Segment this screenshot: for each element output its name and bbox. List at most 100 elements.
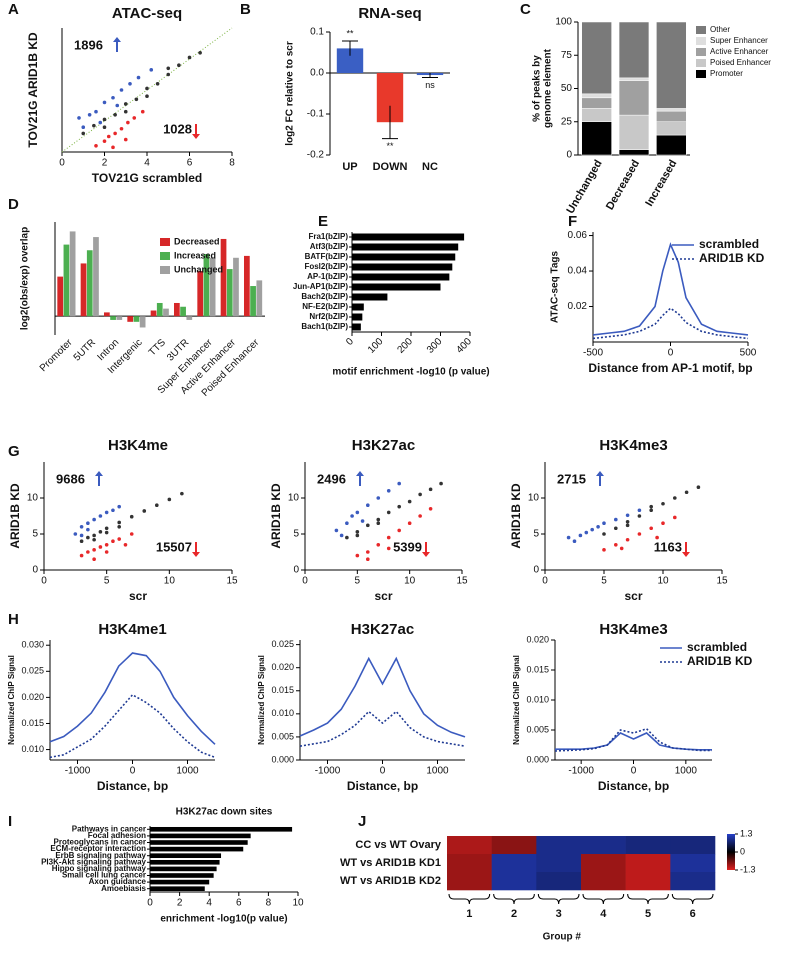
x-axis-label: Distance from AP-1 motif, bp xyxy=(588,361,752,375)
y-tick-label: Bach1(bZIP) xyxy=(301,322,348,331)
point xyxy=(428,487,433,492)
point xyxy=(102,117,107,122)
bar-segment xyxy=(618,80,650,116)
line xyxy=(554,727,712,752)
point xyxy=(98,514,103,518)
point xyxy=(86,535,90,540)
bar xyxy=(186,316,193,320)
point xyxy=(619,546,624,551)
bar xyxy=(150,866,217,872)
y-tick-label: 5 xyxy=(533,529,539,540)
chart-title: H3K4me1 xyxy=(98,621,166,638)
point xyxy=(134,97,139,102)
bar xyxy=(180,306,186,317)
x-tick-label: 10 xyxy=(164,576,176,587)
x-tick-label: 15 xyxy=(716,576,728,587)
legend-swatch xyxy=(696,37,706,45)
y-tick-label: -0.2 xyxy=(307,150,325,161)
point xyxy=(145,86,149,91)
bar xyxy=(80,263,87,317)
group-brace xyxy=(537,893,580,905)
y-tick-label: 10 xyxy=(528,493,540,504)
legend-swatch xyxy=(160,238,170,246)
legend-label: Promoter xyxy=(710,69,743,78)
y-tick-label: Jun-AP1(bZIP) xyxy=(293,282,348,291)
bar xyxy=(150,833,251,839)
point xyxy=(79,533,84,538)
line xyxy=(299,656,466,738)
x-tick-label: 8 xyxy=(229,158,235,169)
y-tick-label: 0 xyxy=(32,565,38,576)
point xyxy=(180,491,184,496)
point xyxy=(360,519,365,523)
point xyxy=(625,519,630,524)
y-tick-label: 75 xyxy=(561,50,573,61)
y-axis-label: ARID1B KD xyxy=(8,483,22,549)
x-tick-label: 0 xyxy=(344,336,356,348)
chart-title: H3K27ac down sites xyxy=(176,807,273,818)
point xyxy=(126,120,130,125)
up-arrow xyxy=(356,471,364,486)
heat-cell xyxy=(581,854,626,873)
x-axis-label: Group # xyxy=(543,932,582,943)
heat-cell xyxy=(447,854,492,873)
y-tick-label: 50 xyxy=(561,83,573,94)
point xyxy=(673,496,677,500)
y-tick-label: 0.000 xyxy=(271,754,294,764)
y-tick-label: 0.025 xyxy=(271,639,294,649)
point xyxy=(123,543,128,547)
heat-cell xyxy=(625,836,671,855)
y-tick-label: 0.020 xyxy=(21,692,44,702)
point xyxy=(198,51,202,55)
point xyxy=(79,525,84,529)
bar xyxy=(256,280,263,317)
panel-11: H3K4me3 Distance, bp Normalized ChIP Signa… xyxy=(512,621,753,793)
point xyxy=(684,490,689,495)
bar-segment xyxy=(581,108,612,122)
y-tick-label: 0.020 xyxy=(271,662,294,672)
bar xyxy=(244,255,250,317)
bar xyxy=(110,316,116,320)
point xyxy=(187,55,192,60)
y-axis-label: TOV21G ARID1B KD xyxy=(26,32,40,148)
point xyxy=(637,508,642,513)
y-tick-label: 0 xyxy=(293,565,299,576)
heat-cell xyxy=(625,872,671,891)
point xyxy=(104,510,109,515)
down-arrow xyxy=(192,542,200,557)
y-axis-label: log2(obs/exp) overlap xyxy=(20,227,31,330)
bar xyxy=(139,316,146,328)
point xyxy=(86,521,90,525)
x-tick-label: 0 xyxy=(668,348,674,359)
point xyxy=(117,520,121,525)
y-tick-label: Pathways in cancer xyxy=(72,824,146,833)
bar xyxy=(150,826,293,832)
group-brace xyxy=(627,893,669,905)
point xyxy=(376,496,381,500)
point xyxy=(155,503,159,508)
y-tick-label: Fosl2(bZIP) xyxy=(304,262,348,271)
legend-swatch xyxy=(696,48,706,56)
x-tick-label: 1000 xyxy=(426,766,449,777)
heat-cell xyxy=(536,872,582,891)
error-bar xyxy=(342,40,358,56)
point xyxy=(155,82,160,86)
legend-label: scrambled xyxy=(699,237,759,251)
point xyxy=(119,88,124,92)
point xyxy=(625,537,630,542)
bar xyxy=(150,859,220,865)
point xyxy=(355,553,360,558)
bar-segment xyxy=(618,149,650,156)
chart-title: H3K4me3 xyxy=(599,437,667,454)
x-axis-label: scr xyxy=(374,589,392,603)
y-tick-label: NF-E2(bZIP) xyxy=(302,302,348,311)
panel-letter: A xyxy=(8,1,19,18)
bar xyxy=(69,231,76,317)
bar xyxy=(63,244,70,317)
y-axis-label: ARID1B KD xyxy=(509,483,523,549)
x-tick-label: 10 xyxy=(292,898,304,909)
bar xyxy=(104,312,110,317)
point xyxy=(166,66,171,71)
